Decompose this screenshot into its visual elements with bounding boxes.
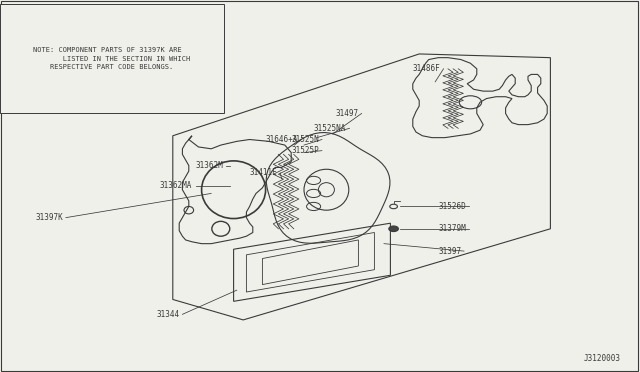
FancyBboxPatch shape (0, 4, 224, 113)
Text: 31486F: 31486F (413, 64, 440, 73)
Text: 31397K: 31397K (35, 213, 63, 222)
Text: 31411E: 31411E (250, 169, 277, 177)
Text: 31646+A: 31646+A (266, 135, 298, 144)
Text: J3120003: J3120003 (584, 354, 621, 363)
Text: NOTE: COMPONENT PARTS OF 31397K ARE
       LISTED IN THE SECTION IN WHICH
    RE: NOTE: COMPONENT PARTS OF 31397K ARE LIST… (33, 47, 191, 70)
Text: 31362M: 31362M (195, 161, 223, 170)
Text: 31397: 31397 (438, 247, 461, 256)
Text: 31526D: 31526D (438, 202, 466, 211)
Text: 31379M: 31379M (438, 224, 466, 233)
Text: 31525P: 31525P (291, 146, 319, 155)
Ellipse shape (388, 226, 398, 231)
Text: 31344: 31344 (157, 310, 180, 319)
Text: 31497: 31497 (336, 109, 359, 118)
Text: 31525N: 31525N (291, 135, 319, 144)
Text: 31362MA: 31362MA (160, 182, 193, 190)
Text: 31525NA: 31525NA (314, 124, 346, 133)
